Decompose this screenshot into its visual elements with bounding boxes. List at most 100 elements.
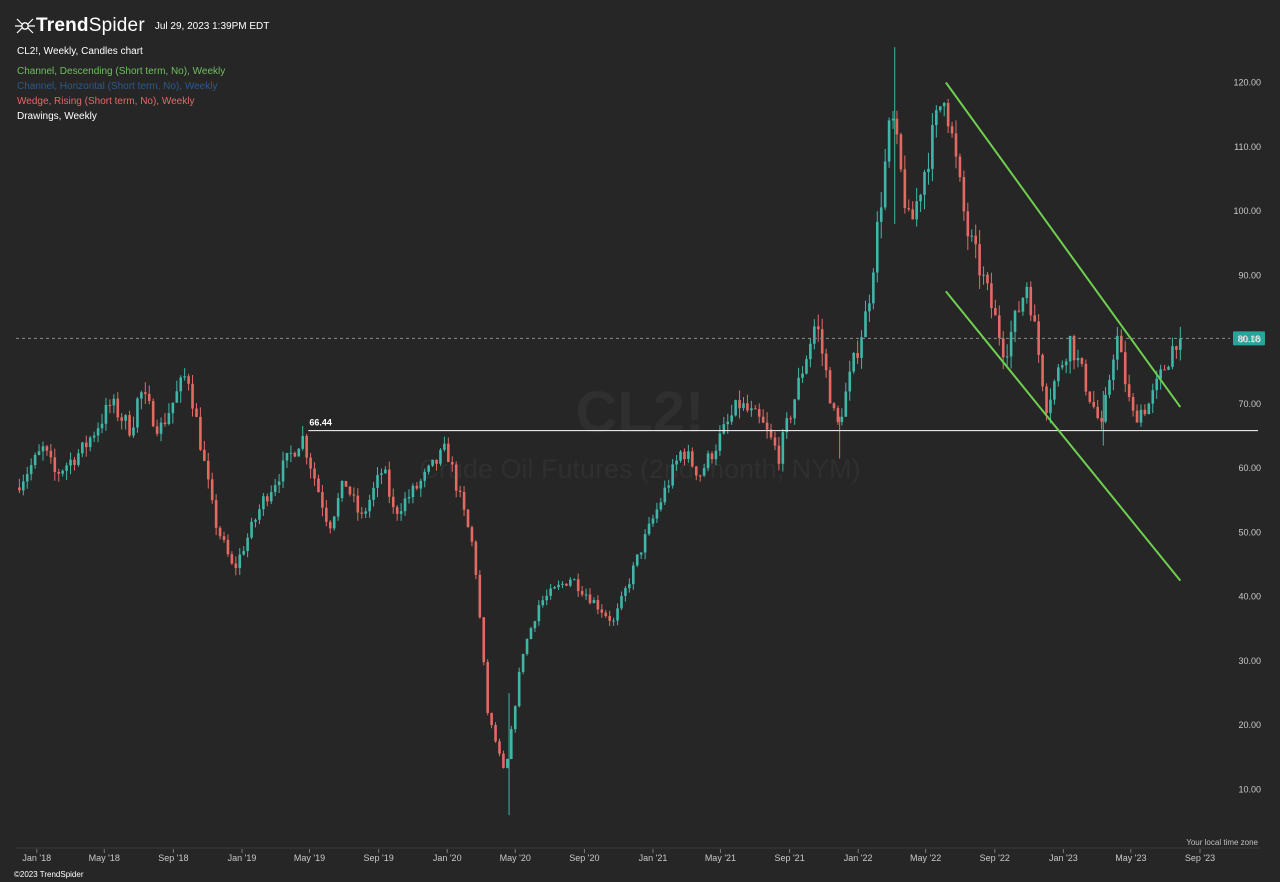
candle-body — [856, 352, 859, 358]
candle-body — [663, 487, 667, 503]
candle-body — [435, 459, 438, 464]
candle-body — [722, 424, 726, 434]
x-tick-label: Jan '19 — [228, 853, 257, 863]
x-axis: Jan '18 May '18 Sep '18 Jan '19 May '19 Sep '… — [16, 847, 1260, 863]
candle-body — [332, 516, 336, 529]
candle-body — [1013, 310, 1017, 332]
candle-body — [384, 469, 387, 474]
candle-body — [29, 465, 33, 475]
candle-body — [1096, 406, 1099, 419]
y-tick-label: 100.00 — [1233, 206, 1261, 216]
candle-body — [458, 490, 462, 492]
candle-body — [293, 452, 297, 457]
candle-body — [801, 373, 804, 378]
candle-body — [714, 450, 718, 460]
candle-body — [352, 494, 356, 496]
candle-body — [525, 639, 529, 654]
y-tick-label: 10.00 — [1238, 785, 1261, 795]
legend-item-rising-wedge[interactable]: Wedge, Rising (Short term, No), Weekly — [17, 96, 195, 107]
candle-body — [620, 595, 623, 609]
candle-body — [104, 404, 108, 424]
candle-body — [199, 416, 202, 450]
candle-body — [553, 587, 556, 589]
candle-body — [1108, 380, 1111, 395]
candle-body — [864, 311, 867, 338]
candle-body — [769, 429, 773, 438]
candle-body — [923, 172, 926, 195]
x-tick-label: Jan '22 — [844, 853, 873, 863]
candle-body — [891, 118, 895, 121]
x-tick-label: May '21 — [705, 853, 736, 863]
candle-body — [69, 459, 72, 466]
candle-body — [344, 480, 348, 487]
candle-body — [112, 398, 116, 406]
candle-body — [761, 416, 765, 423]
candle-body — [899, 134, 903, 170]
candle-body — [439, 449, 442, 464]
x-tick-label: May '23 — [1115, 853, 1146, 863]
x-tick-label: Sep '18 — [158, 853, 188, 863]
candle-body — [1088, 391, 1092, 402]
candle-body — [1159, 369, 1162, 379]
candle-body — [407, 497, 411, 499]
candle-body — [49, 450, 53, 458]
candle-body — [250, 521, 253, 538]
candle-body — [793, 399, 796, 419]
candle-body — [966, 211, 970, 237]
candle-body — [533, 621, 537, 629]
candle-body — [57, 472, 61, 474]
candle-body — [600, 609, 604, 613]
candle-body — [978, 244, 981, 276]
candle-body — [781, 432, 785, 464]
candle-body — [608, 616, 611, 621]
x-tick-label: May '19 — [294, 853, 325, 863]
x-tick-label: May '22 — [910, 853, 941, 863]
legend-item-descending-channel[interactable]: Channel, Descending (Short term, No), We… — [17, 66, 226, 77]
candle-body — [195, 408, 198, 417]
x-tick-label: May '18 — [89, 853, 120, 863]
candle-body — [364, 511, 367, 514]
candle-body — [1147, 403, 1151, 415]
candle-body — [903, 169, 907, 209]
legend-item-horizontal-channel[interactable]: Channel, Horizontal (Short term, No), We… — [17, 81, 218, 92]
candle-body — [88, 437, 92, 448]
candle-body — [226, 539, 230, 555]
candle-body — [616, 608, 619, 621]
candle-body — [824, 353, 828, 371]
candle-body — [1060, 365, 1064, 368]
candle-body — [1092, 401, 1096, 407]
candle-body — [498, 741, 501, 754]
candle-body — [1167, 366, 1170, 370]
candle-body — [124, 415, 127, 421]
candle-body — [1143, 409, 1147, 415]
candle-body — [738, 400, 741, 409]
candle-body — [273, 485, 277, 493]
candle-body — [604, 612, 608, 617]
candle-body — [431, 459, 434, 466]
candle-body — [557, 584, 560, 588]
support-line-label: 66.44 — [309, 418, 332, 428]
candle-body — [726, 421, 730, 425]
candle-body — [510, 729, 513, 760]
x-tick-label: Sep '20 — [569, 853, 599, 863]
candle-body — [206, 460, 210, 480]
legend-item-drawings[interactable]: Drawings, Weekly — [17, 111, 97, 122]
candle-body — [746, 403, 749, 411]
candle-body — [753, 408, 757, 410]
candle-body — [297, 448, 301, 457]
y-tick-label: 30.00 — [1238, 656, 1261, 666]
y-tick-label: 70.00 — [1238, 399, 1261, 409]
candle-body — [844, 391, 848, 417]
candle-body — [419, 480, 423, 489]
y-tick-label: 60.00 — [1238, 463, 1261, 473]
candle-body — [545, 595, 549, 601]
candle-body — [596, 600, 600, 610]
candle-body — [210, 479, 214, 501]
candle-body — [403, 498, 407, 512]
candle-body — [1123, 352, 1127, 385]
candle-body — [938, 106, 942, 111]
candle-body — [1049, 399, 1052, 414]
brand-name: TrendSpider — [36, 15, 145, 36]
candle-body — [474, 541, 478, 575]
